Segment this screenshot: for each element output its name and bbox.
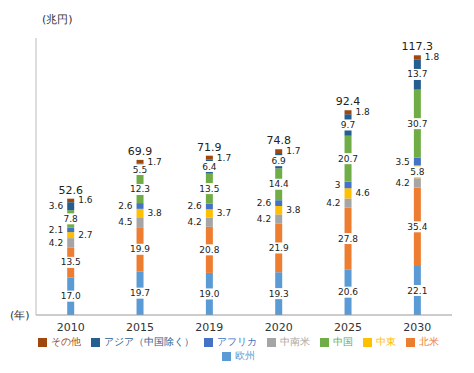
svg-text:4.2: 4.2 bbox=[188, 217, 202, 227]
html-text:中国: 中国 bbox=[332, 336, 353, 347]
svg-text:1.6: 1.6 bbox=[78, 195, 93, 205]
svg-text:3: 3 bbox=[335, 180, 341, 190]
svg-text:22.1: 22.1 bbox=[407, 286, 427, 296]
svg-text:4.2: 4.2 bbox=[326, 198, 340, 208]
html-text:アフリカ: アフリカ bbox=[216, 336, 257, 347]
svg-text:21.9: 21.9 bbox=[269, 243, 289, 253]
svg-text:13.5: 13.5 bbox=[61, 257, 81, 267]
svg-text:4.6: 4.6 bbox=[356, 188, 371, 198]
svg-text:3.7: 3.7 bbox=[217, 208, 231, 218]
svg-text:2025: 2025 bbox=[334, 321, 362, 334]
html-text:中東: 中東 bbox=[375, 336, 396, 347]
svg-text:20.7: 20.7 bbox=[338, 154, 358, 164]
svg-text:4.2: 4.2 bbox=[396, 178, 410, 188]
svg-text:3.6: 3.6 bbox=[49, 201, 64, 211]
svg-text:1.7: 1.7 bbox=[148, 157, 162, 167]
svg-text:7.8: 7.8 bbox=[64, 214, 79, 224]
html-text:欧州: 欧州 bbox=[234, 350, 255, 361]
svg-text:2.1: 2.1 bbox=[49, 225, 63, 235]
svg-text:74.8: 74.8 bbox=[266, 134, 291, 147]
svg-text:13.7: 13.7 bbox=[407, 69, 427, 79]
svg-text:19.7: 19.7 bbox=[130, 288, 150, 298]
svg-text:1.8: 1.8 bbox=[425, 52, 440, 62]
svg-text:14.4: 14.4 bbox=[269, 179, 289, 189]
svg-text:2010: 2010 bbox=[57, 321, 85, 334]
svg-text:20.6: 20.6 bbox=[338, 287, 358, 297]
svg-text:17.0: 17.0 bbox=[61, 291, 81, 301]
svg-text:12.3: 12.3 bbox=[130, 184, 150, 194]
svg-text:3.8: 3.8 bbox=[148, 208, 163, 218]
svg-text:19.0: 19.0 bbox=[199, 289, 219, 299]
svg-text:5.8: 5.8 bbox=[410, 167, 425, 177]
svg-text:2020: 2020 bbox=[265, 321, 293, 334]
svg-text:4.2: 4.2 bbox=[49, 238, 63, 248]
svg-text:3.8: 3.8 bbox=[286, 205, 301, 215]
html-text:アジア（中国除く）: アジア（中国除く） bbox=[103, 336, 194, 347]
svg-text:69.9: 69.9 bbox=[128, 145, 153, 158]
svg-text:2030: 2030 bbox=[403, 321, 431, 334]
svg-text:2015: 2015 bbox=[126, 321, 154, 334]
html-text:北米: 北米 bbox=[418, 336, 439, 347]
svg-text:1.7: 1.7 bbox=[286, 146, 300, 156]
svg-text:35.4: 35.4 bbox=[407, 222, 427, 232]
svg-text:6.4: 6.4 bbox=[202, 162, 217, 172]
svg-text:117.3: 117.3 bbox=[402, 40, 434, 53]
svg-text:2.6: 2.6 bbox=[257, 198, 272, 208]
svg-text:30.7: 30.7 bbox=[407, 119, 427, 129]
html-text:(年): (年) bbox=[10, 309, 30, 322]
svg-text:5.5: 5.5 bbox=[133, 165, 147, 175]
html-text:(兆円): (兆円) bbox=[42, 13, 73, 26]
html-text:中南米: 中南米 bbox=[279, 336, 310, 347]
svg-text:1.8: 1.8 bbox=[356, 107, 371, 117]
svg-text:2.6: 2.6 bbox=[188, 201, 203, 211]
svg-text:27.8: 27.8 bbox=[338, 234, 358, 244]
svg-text:52.6: 52.6 bbox=[58, 184, 83, 197]
html-text:その他: その他 bbox=[50, 336, 81, 347]
svg-text:2.7: 2.7 bbox=[78, 230, 92, 240]
svg-text:6.9: 6.9 bbox=[272, 156, 287, 166]
svg-text:20.8: 20.8 bbox=[199, 245, 219, 255]
svg-text:71.9: 71.9 bbox=[197, 141, 222, 154]
svg-text:92.4: 92.4 bbox=[336, 95, 361, 108]
svg-text:2019: 2019 bbox=[195, 321, 223, 334]
svg-text:19.9: 19.9 bbox=[130, 244, 150, 254]
svg-text:19.3: 19.3 bbox=[269, 289, 289, 299]
svg-text:4.2: 4.2 bbox=[257, 214, 271, 224]
svg-text:1.7: 1.7 bbox=[217, 153, 231, 163]
svg-text:13.5: 13.5 bbox=[199, 184, 219, 194]
svg-text:3.5: 3.5 bbox=[396, 157, 410, 167]
svg-text:9.7: 9.7 bbox=[341, 120, 355, 130]
svg-text:4.5: 4.5 bbox=[118, 217, 132, 227]
svg-text:2.6: 2.6 bbox=[118, 201, 133, 211]
